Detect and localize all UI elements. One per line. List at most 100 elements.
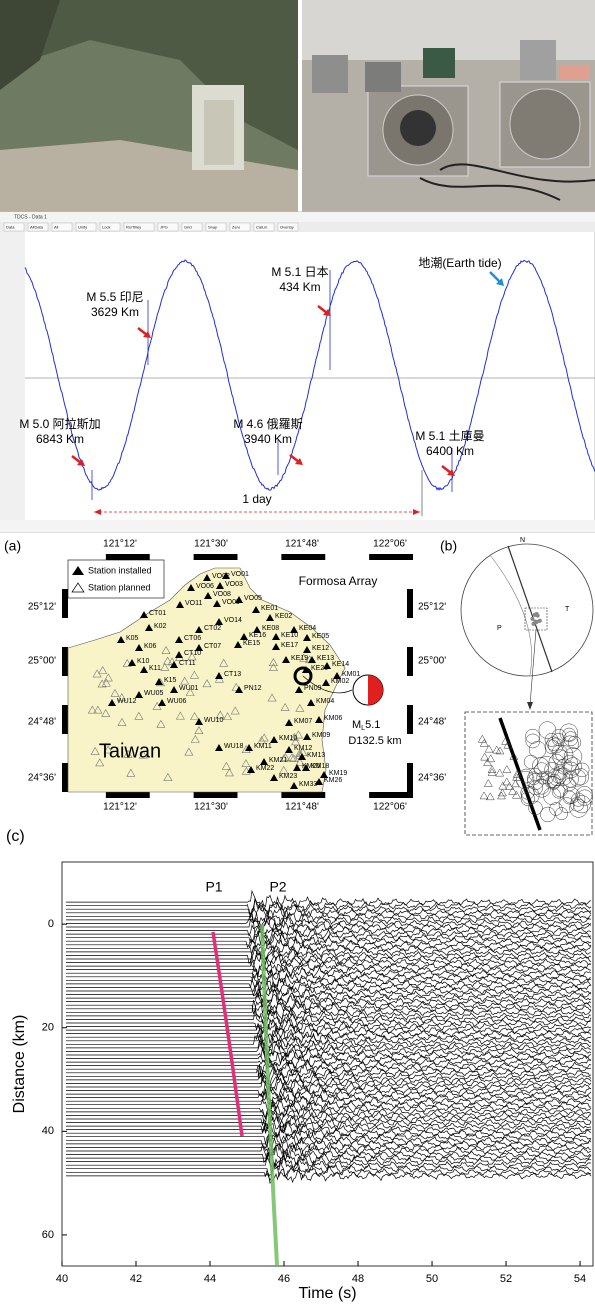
station-label: VO08 bbox=[213, 591, 231, 598]
lon-label: 122°06' bbox=[373, 802, 407, 813]
station-label: CT13 bbox=[224, 671, 241, 678]
station-label: KE01 bbox=[261, 605, 278, 612]
station-label: PN12 bbox=[244, 685, 262, 692]
map-title: Formosa Array bbox=[299, 574, 378, 588]
frame-segment bbox=[62, 560, 68, 589]
toolbar-label: Unity bbox=[78, 225, 87, 230]
earth-tide-label: 地潮(Earth tide) bbox=[418, 255, 501, 270]
station-label: KE17 bbox=[281, 642, 298, 649]
plot-frame bbox=[62, 862, 593, 1266]
event-depth: D132.5 km bbox=[348, 735, 401, 747]
legend-label: Station installed bbox=[88, 565, 152, 575]
station-label: VO06 bbox=[196, 583, 214, 590]
event-distance: 6400 Km bbox=[426, 444, 474, 458]
lon-label: 121°48' bbox=[285, 539, 319, 550]
lon-label: 121°30' bbox=[194, 539, 228, 550]
station-label: KM11 bbox=[254, 743, 272, 750]
window-title: TDCS - Data 1 bbox=[14, 214, 47, 220]
frame-segment bbox=[325, 554, 369, 560]
station-label: CT10 bbox=[184, 650, 201, 657]
lat-label: 24°48' bbox=[28, 717, 56, 728]
station-label: KE02 bbox=[275, 613, 292, 620]
station-label: KM12 bbox=[294, 745, 312, 752]
north-label: N bbox=[520, 537, 525, 544]
cluster-point bbox=[534, 620, 538, 624]
station-label: K15 bbox=[164, 677, 177, 684]
toolbar-label: Rs/Tilley bbox=[126, 225, 141, 230]
toolbar-label: Zero bbox=[232, 225, 241, 230]
station-label: K02 bbox=[154, 623, 167, 630]
station-label: WU01 bbox=[179, 685, 199, 692]
station-label: KM19 bbox=[329, 770, 347, 777]
station-label: KM04 bbox=[316, 698, 334, 705]
station-label: K06 bbox=[144, 643, 157, 650]
event-name: M 5.1 日本 bbox=[271, 265, 328, 279]
toolbar-label: Grid bbox=[184, 225, 192, 230]
magnitude-part: 5.1 bbox=[365, 719, 380, 731]
station-label: KM09 bbox=[312, 732, 330, 739]
station-label: CT06 bbox=[184, 635, 201, 642]
figure: TDCS - Data 1 DataAllDataAllUnityLockRs/… bbox=[0, 0, 595, 1304]
station-label: KE04 bbox=[299, 625, 316, 632]
cluster-point bbox=[530, 617, 534, 621]
y-axis-label: Distance (km) bbox=[11, 1015, 28, 1114]
toolbar-label: Lock bbox=[102, 225, 110, 230]
station-label: CT02 bbox=[204, 625, 221, 632]
x-tick-label: 46 bbox=[278, 1273, 290, 1285]
photo-instruments bbox=[302, 0, 595, 212]
day-label: 1 day bbox=[242, 492, 271, 506]
frame-segment bbox=[238, 792, 282, 798]
panel-label: (b) bbox=[440, 538, 457, 554]
station-label: WU06 bbox=[167, 698, 187, 705]
lat-label: 24°48' bbox=[418, 717, 446, 728]
x-tick-label: 54 bbox=[574, 1273, 586, 1285]
station-label: KM21 bbox=[269, 757, 287, 764]
x-tick-label: 40 bbox=[56, 1273, 68, 1285]
y-tick-label: 40 bbox=[42, 1125, 54, 1137]
lat-label: 25°00' bbox=[418, 656, 446, 667]
station-label: VO02 bbox=[212, 573, 230, 580]
photo-tunnel bbox=[0, 0, 298, 212]
station-label: KM23 bbox=[279, 773, 297, 780]
panel-label: (c) bbox=[6, 828, 25, 845]
station-label: KE08 bbox=[262, 625, 279, 632]
event-name: M 4.6 俄羅斯 bbox=[233, 417, 302, 431]
y-tick-label: 0 bbox=[48, 918, 54, 930]
station-label: CT01 bbox=[149, 610, 166, 617]
station-label: WU05 bbox=[144, 690, 164, 697]
station-label: KM06 bbox=[324, 715, 342, 722]
station-label: PN09 bbox=[304, 685, 322, 692]
cluster-point bbox=[538, 619, 542, 623]
station-label: KM07 bbox=[294, 718, 312, 725]
station-label: CT07 bbox=[204, 643, 221, 650]
lon-label: 121°12' bbox=[103, 802, 137, 813]
lat-label: 24°36' bbox=[418, 773, 446, 784]
toolbar-label: AllData bbox=[30, 225, 44, 230]
station-label: VO14 bbox=[224, 617, 242, 624]
toolbar-label: All bbox=[54, 225, 59, 230]
station-label: WU12 bbox=[117, 698, 137, 705]
frame-segment bbox=[407, 618, 413, 647]
event-distance: 434 Km bbox=[279, 280, 320, 294]
station-label: KE14 bbox=[332, 661, 349, 668]
x-tick-label: 44 bbox=[204, 1273, 216, 1285]
x-tick-label: 42 bbox=[130, 1273, 142, 1285]
frame-segment bbox=[62, 734, 68, 763]
station-label: KM10 bbox=[279, 735, 297, 742]
event-distance: 3629 Km bbox=[91, 305, 139, 319]
y-tick-label: 20 bbox=[42, 1022, 54, 1034]
station-label: VO01 bbox=[231, 571, 249, 578]
station-label: KE20 bbox=[311, 665, 328, 672]
toolbar-label: CalLin bbox=[256, 225, 267, 230]
station-label: KE10 bbox=[281, 632, 298, 639]
lon-label: 121°30' bbox=[194, 802, 228, 813]
toolbar-label: Snap bbox=[208, 225, 218, 230]
station-label: KM26 bbox=[324, 777, 342, 784]
cluster-point bbox=[533, 613, 537, 617]
station-label: K10 bbox=[137, 658, 150, 665]
station-label: VO05 bbox=[244, 595, 262, 602]
event-name: M 5.0 阿拉斯加 bbox=[19, 416, 100, 431]
event-magnitude: ML5.1 bbox=[352, 719, 380, 732]
frame-segment bbox=[62, 792, 106, 798]
zoom-arrowhead bbox=[527, 702, 533, 710]
